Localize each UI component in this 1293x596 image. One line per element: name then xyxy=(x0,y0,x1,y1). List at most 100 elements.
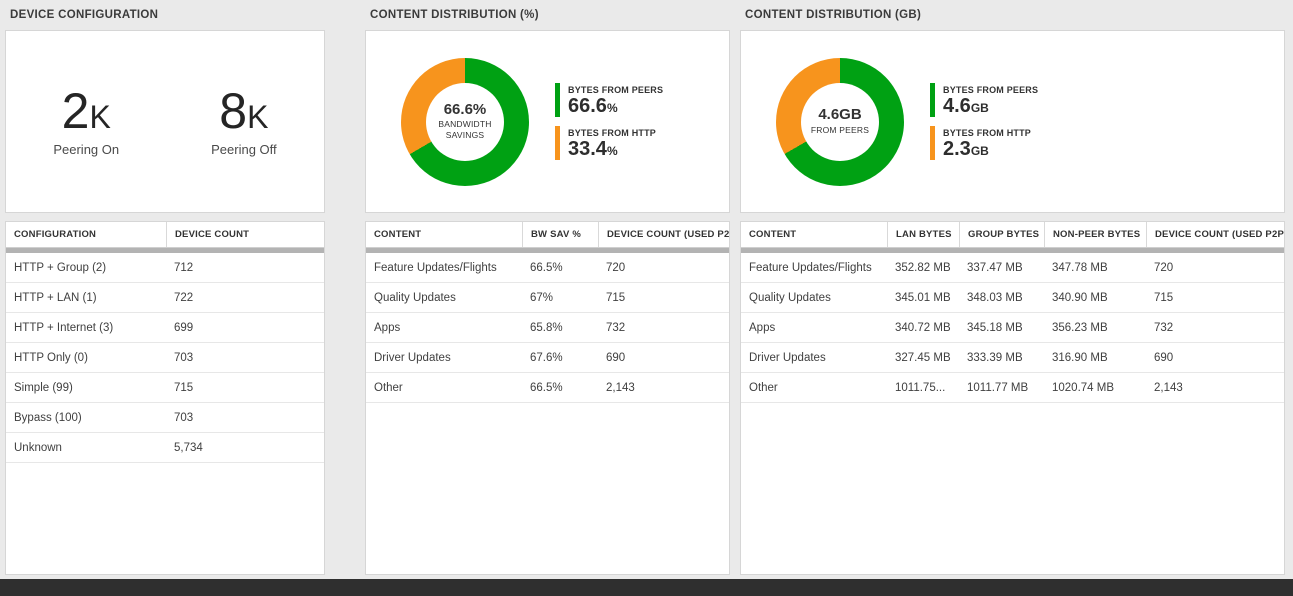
cell-content: Other xyxy=(749,381,778,394)
table-row[interactable]: HTTP + Group (2) 712 xyxy=(6,253,324,283)
table-row[interactable]: Unknown 5,734 xyxy=(6,433,324,463)
legend-value: 4.6GB xyxy=(943,96,1038,117)
legend-item-bytes-from-http: BYTES FROM HTTP 2.3GB xyxy=(930,126,1038,160)
cell-content: Apps xyxy=(374,321,401,334)
stat-unit: K xyxy=(89,99,111,135)
legend-label: BYTES FROM PEERS xyxy=(943,85,1039,95)
cell-device-count: 722 xyxy=(174,291,194,304)
donut-center: 4.6GB FROM PEERS xyxy=(801,82,879,161)
peering-stats-card: 2K Peering On 8K Peering Off xyxy=(5,30,325,213)
cell-content: Driver Updates xyxy=(374,351,451,364)
column-header-configuration: CONFIGURATION xyxy=(14,229,97,240)
donut-chart-bytes-from-peers[interactable]: 4.6GB FROM PEERS xyxy=(776,57,904,186)
column-header-content: CONTENT xyxy=(749,229,797,240)
content-gb-table: CONTENT LAN BYTES GROUP BYTES NON-PEER B… xyxy=(740,221,1285,575)
donut-card-pct: 66.6% BANDWIDTH SAVINGS BYTES FROM PEERS… xyxy=(365,30,730,213)
cell-bw-sav: 65.8% xyxy=(530,321,563,334)
column-header-non-peer-bytes: NON-PEER BYTES xyxy=(1044,222,1146,247)
table-row[interactable]: Simple (99) 715 xyxy=(6,373,324,403)
table-row[interactable]: Bypass (100) 703 xyxy=(6,403,324,433)
table-header: CONTENT LAN BYTES GROUP BYTES NON-PEER B… xyxy=(741,222,1284,248)
table-row[interactable]: Feature Updates/Flights 66.5% 720 xyxy=(366,253,729,283)
legend-number: 66.6 xyxy=(568,95,607,117)
table-row[interactable]: HTTP + LAN (1) 722 xyxy=(6,283,324,313)
cell-configuration: HTTP + Group (2) xyxy=(14,261,107,274)
cell-device-count-p2p: 690 xyxy=(606,351,626,364)
cell-lan-bytes: 340.72 MB xyxy=(895,321,951,334)
cell-device-count-p2p: 715 xyxy=(606,291,626,304)
legend-unit: % xyxy=(606,101,618,115)
cell-device-count: 712 xyxy=(174,261,194,274)
legend-number: 33.4 xyxy=(568,138,607,160)
legend-item-bytes-from-peers: BYTES FROM PEERS 66.6% xyxy=(555,83,663,117)
cell-content: Quality Updates xyxy=(749,291,831,304)
donut-center-value: 4.6GB xyxy=(818,106,862,124)
legend-swatch-peers xyxy=(930,83,935,117)
cell-configuration: HTTP + Internet (3) xyxy=(14,321,114,334)
cell-device-count: 5,734 xyxy=(174,441,203,454)
table-row[interactable]: Quality Updates 345.01 MB 348.03 MB 340.… xyxy=(741,283,1284,313)
cell-device-count: 703 xyxy=(174,411,194,424)
donut-center-value: 66.6% xyxy=(443,100,487,118)
cell-lan-bytes: 1011.75... xyxy=(895,381,946,394)
panel-content-distribution-pct: CONTENT DISTRIBUTION (%) 66.6% BANDWIDTH… xyxy=(365,6,730,575)
table-row[interactable]: Quality Updates 67% 715 xyxy=(366,283,729,313)
table-row[interactable]: HTTP + Internet (3) 699 xyxy=(6,313,324,343)
column-header-device-count-p2p: DEVICE COUNT (USED P2P) xyxy=(1146,222,1284,247)
legend-label: BYTES FROM HTTP xyxy=(568,128,656,138)
panel-title-device-configuration: DEVICE CONFIGURATION xyxy=(10,9,159,21)
stat-peering-off: 8K Peering Off xyxy=(211,86,277,157)
legend-swatch-http xyxy=(555,126,560,160)
table-row[interactable]: Apps 65.8% 732 xyxy=(366,313,729,343)
cell-device-count-p2p: 715 xyxy=(1154,291,1174,304)
cell-group-bytes: 348.03 MB xyxy=(967,291,1023,304)
table-row[interactable]: Other 1011.75... 1011.77 MB 1020.74 MB 2… xyxy=(741,373,1284,403)
donut-card-gb: 4.6GB FROM PEERS BYTES FROM PEERS 4.6GB … xyxy=(740,30,1285,213)
cell-group-bytes: 337.47 MB xyxy=(967,261,1023,274)
cell-content: Quality Updates xyxy=(374,291,456,304)
cell-device-count-p2p: 732 xyxy=(606,321,626,334)
cell-configuration: Bypass (100) xyxy=(14,411,82,424)
table-row[interactable]: Driver Updates 327.45 MB 333.39 MB 316.9… xyxy=(741,343,1284,373)
table-row[interactable]: Apps 340.72 MB 345.18 MB 356.23 MB 732 xyxy=(741,313,1284,343)
donut-center-label: FROM PEERS xyxy=(810,124,870,135)
table-row[interactable]: Driver Updates 67.6% 690 xyxy=(366,343,729,373)
cell-device-count-p2p: 720 xyxy=(1154,261,1174,274)
table-row[interactable]: Feature Updates/Flights 352.82 MB 337.47… xyxy=(741,253,1284,283)
cell-group-bytes: 333.39 MB xyxy=(967,351,1023,364)
stat-peering-on: 2K Peering On xyxy=(53,86,119,157)
legend-unit: GB xyxy=(970,101,989,115)
cell-bw-sav: 66.5% xyxy=(530,381,563,394)
donut-chart-bandwidth-savings[interactable]: 66.6% BANDWIDTH SAVINGS xyxy=(401,57,529,186)
cell-non-peer-bytes: 347.78 MB xyxy=(1052,261,1108,274)
stat-number: 8 xyxy=(219,83,248,139)
legend-label: BYTES FROM HTTP xyxy=(943,128,1031,138)
table-row[interactable]: HTTP Only (0) 703 xyxy=(6,343,324,373)
column-header-lan-bytes: LAN BYTES xyxy=(887,222,959,247)
header-divider xyxy=(741,248,1284,253)
legend-value: 33.4% xyxy=(568,139,656,160)
content-pct-table: CONTENT BW SAV % DEVICE COUNT (USED P2P)… xyxy=(365,221,730,575)
donut-center-label: BANDWIDTH SAVINGS xyxy=(438,119,492,141)
cell-content: Feature Updates/Flights xyxy=(374,261,497,274)
panel-device-configuration: DEVICE CONFIGURATION 2K Peering On 8K Pe… xyxy=(5,6,325,575)
cell-lan-bytes: 327.45 MB xyxy=(895,351,951,364)
cell-bw-sav: 66.5% xyxy=(530,261,563,274)
cell-non-peer-bytes: 340.90 MB xyxy=(1052,291,1108,304)
column-header-device-count: DEVICE COUNT xyxy=(166,222,324,247)
cell-device-count-p2p: 2,143 xyxy=(606,381,635,394)
legend-swatch-http xyxy=(930,126,935,160)
device-config-table: CONFIGURATION DEVICE COUNT HTTP + Group … xyxy=(5,221,325,575)
stat-unit: K xyxy=(247,99,269,135)
legend-value: 66.6% xyxy=(568,96,663,117)
cell-configuration: HTTP Only (0) xyxy=(14,351,88,364)
cell-non-peer-bytes: 356.23 MB xyxy=(1052,321,1108,334)
table-row[interactable]: Other 66.5% 2,143 xyxy=(366,373,729,403)
legend-number: 4.6 xyxy=(943,95,971,117)
column-header-device-count-p2p: DEVICE COUNT (USED P2P) xyxy=(598,222,729,247)
chart-legend: BYTES FROM PEERS 4.6GB BYTES FROM HTTP 2… xyxy=(930,83,1038,160)
header-divider xyxy=(366,248,729,253)
cell-bw-sav: 67% xyxy=(530,291,554,304)
cell-device-count: 703 xyxy=(174,351,194,364)
